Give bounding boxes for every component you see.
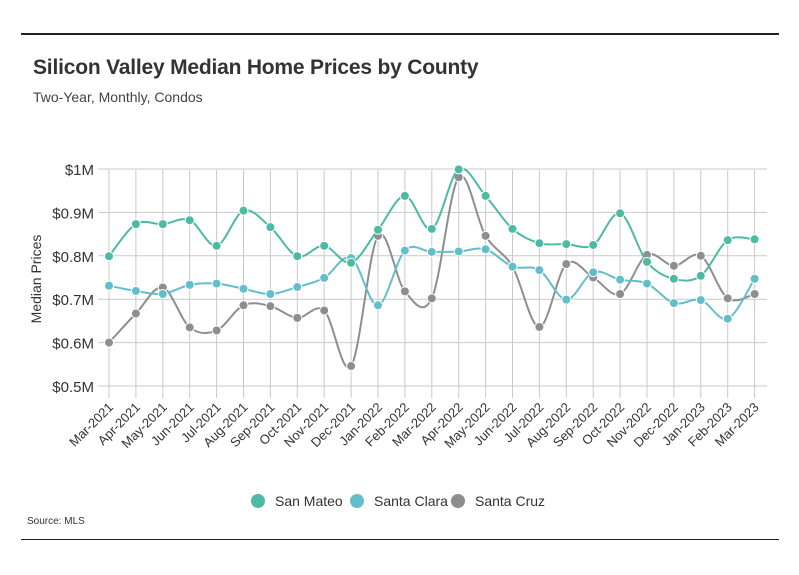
data-point-santa-cruz — [561, 259, 572, 270]
data-point-san-mateo — [157, 219, 168, 230]
data-point-san-mateo — [373, 224, 383, 235]
data-point-santa-clara — [588, 267, 599, 278]
data-point-san-mateo — [588, 239, 599, 250]
data-point-santa-clara — [292, 282, 303, 293]
x-axis-ticks: Mar-2021Apr-2021May-2021Jun-2021Jul-2021… — [66, 400, 762, 451]
data-point-santa-clara — [130, 285, 141, 296]
legend-label: Santa Clara — [374, 493, 448, 509]
data-point-san-mateo — [319, 240, 330, 251]
y-axis-ticks: $1M $0.9M $0.8M $0.7M $0.6M $0.5M — [52, 162, 94, 396]
y-tick-label: $0.7M — [52, 292, 94, 309]
data-point-san-mateo — [265, 222, 276, 233]
data-point-santa-clara — [695, 295, 706, 306]
data-point-san-mateo — [722, 235, 733, 246]
data-point-santa-clara — [399, 245, 410, 256]
data-point-santa-clara — [507, 261, 518, 272]
data-point-santa-cruz — [480, 230, 491, 241]
data-point-san-mateo — [104, 251, 114, 262]
legend: San Mateo Santa Clara Santa Cruz — [251, 493, 545, 509]
data-point-san-mateo — [749, 234, 760, 245]
data-point-santa-cruz — [319, 305, 330, 316]
source-note: Source: MLS — [27, 516, 85, 527]
data-point-santa-clara — [749, 273, 760, 284]
data-point-san-mateo — [426, 223, 437, 234]
data-point-san-mateo — [561, 239, 572, 250]
legend-label: Santa Cruz — [475, 493, 545, 509]
data-point-santa-clara — [722, 313, 733, 324]
series-santa-cruz — [104, 172, 760, 372]
data-point-san-mateo — [130, 219, 141, 230]
data-point-santa-cruz — [211, 325, 222, 336]
data-point-santa-cruz — [534, 321, 545, 332]
data-point-santa-clara — [104, 280, 114, 291]
data-point-san-mateo — [238, 205, 249, 216]
data-point-san-mateo — [184, 215, 195, 226]
chart-title: Silicon Valley Median Home Prices by Cou… — [33, 56, 479, 79]
bottom-rule — [21, 539, 779, 540]
legend-label: San Mateo — [275, 493, 343, 509]
data-point-santa-clara — [534, 265, 545, 276]
data-point-santa-cruz — [426, 293, 437, 304]
data-point-santa-cruz — [184, 322, 195, 333]
data-point-santa-clara — [184, 279, 195, 290]
data-point-santa-cruz — [346, 361, 357, 372]
data-point-santa-cruz — [695, 250, 706, 261]
data-point-san-mateo — [695, 270, 706, 281]
data-point-san-mateo — [507, 223, 518, 234]
data-point-santa-cruz — [292, 312, 303, 323]
legend-item-santa-clara: Santa Clara — [350, 493, 448, 509]
y-tick-label: $1M — [65, 162, 94, 179]
y-tick-label: $0.5M — [52, 379, 94, 396]
y-axis-label: Median Prices — [28, 235, 44, 324]
y-tick-label: $0.8M — [52, 249, 94, 266]
data-point-santa-clara — [453, 246, 464, 257]
legend-marker — [251, 494, 265, 508]
data-point-san-mateo — [668, 273, 679, 284]
data-point-san-mateo — [211, 240, 222, 251]
data-point-santa-clara — [426, 246, 437, 257]
chart-subtitle: Two-Year, Monthly, Condos — [33, 89, 203, 105]
data-point-san-mateo — [480, 190, 491, 201]
data-point-santa-clara — [668, 298, 679, 309]
data-point-santa-cruz — [104, 337, 114, 348]
data-point-santa-cruz — [668, 260, 679, 271]
legend-marker — [350, 494, 364, 508]
data-point-san-mateo — [292, 251, 303, 262]
y-tick-label: $0.9M — [52, 205, 94, 222]
legend-marker — [451, 494, 465, 508]
data-point-san-mateo — [615, 208, 626, 219]
data-point-santa-cruz — [615, 288, 626, 299]
data-point-santa-clara — [561, 294, 572, 305]
data-point-santa-clara — [480, 244, 491, 255]
legend-item-san-mateo: San Mateo — [251, 493, 343, 509]
data-point-santa-clara — [319, 272, 330, 283]
data-point-san-mateo — [346, 257, 357, 268]
data-point-santa-cruz — [130, 308, 141, 319]
data-point-san-mateo — [399, 190, 410, 201]
data-point-san-mateo — [534, 238, 545, 249]
data-point-santa-clara — [642, 278, 652, 289]
grid-lines — [98, 168, 767, 398]
top-rule — [21, 33, 779, 35]
data-point-santa-clara — [211, 278, 222, 289]
series-lines — [104, 164, 760, 372]
y-tick-label: $0.6M — [52, 336, 94, 353]
data-point-san-mateo — [453, 164, 464, 175]
data-point-san-mateo — [642, 256, 652, 267]
data-point-santa-clara — [265, 288, 276, 299]
data-point-santa-clara — [238, 283, 249, 294]
data-point-santa-cruz — [238, 300, 249, 311]
data-point-santa-clara — [615, 274, 626, 285]
data-point-santa-cruz — [722, 293, 733, 304]
data-point-santa-cruz — [749, 288, 760, 299]
data-point-santa-clara — [157, 288, 168, 299]
data-point-santa-cruz — [399, 286, 410, 297]
legend-item-santa-cruz: Santa Cruz — [451, 493, 545, 509]
data-point-santa-clara — [373, 300, 383, 311]
data-point-santa-cruz — [265, 301, 276, 312]
series-san-mateo — [104, 164, 760, 284]
